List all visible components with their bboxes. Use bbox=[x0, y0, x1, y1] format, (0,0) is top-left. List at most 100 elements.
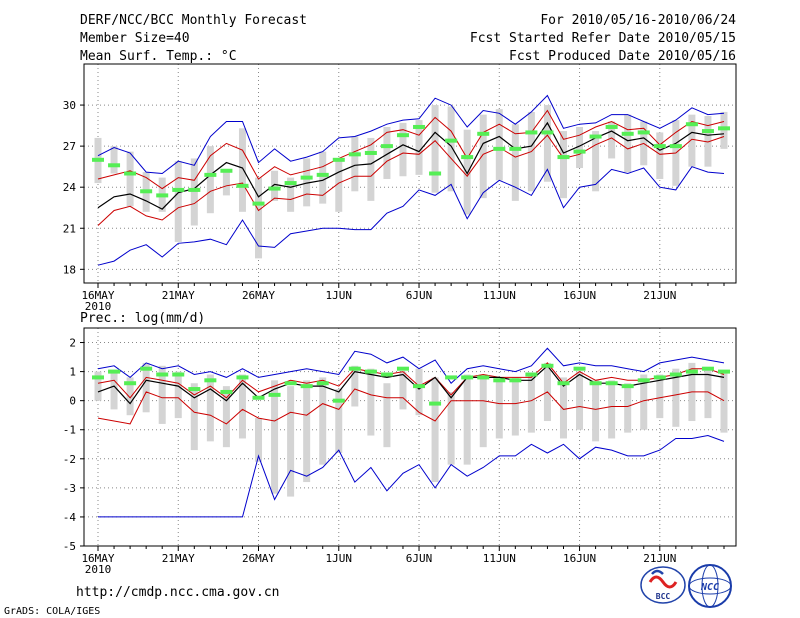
temp-spread-box bbox=[174, 161, 182, 242]
temp-spread-box bbox=[704, 116, 712, 167]
precip-spread-box bbox=[238, 374, 246, 439]
temp-x-tick-label: 6JUN bbox=[406, 289, 433, 302]
precip-marker bbox=[557, 381, 570, 386]
temp-spread-box bbox=[431, 105, 439, 193]
precip-marker bbox=[477, 375, 490, 380]
precip-line-max bbox=[97, 347, 725, 384]
temp-marker bbox=[445, 138, 458, 143]
precip-y-tick-label: 1 bbox=[69, 366, 76, 379]
temp-marker bbox=[92, 157, 104, 162]
temp-y-tick-label: 21 bbox=[63, 222, 76, 235]
precip-spread-box bbox=[672, 368, 680, 427]
precip-marker bbox=[493, 378, 506, 383]
temp-marker bbox=[637, 130, 650, 135]
precip-marker bbox=[461, 375, 474, 380]
temp-marker bbox=[509, 146, 522, 151]
temp-spread-box bbox=[511, 124, 519, 201]
produced-date: Fcst Produced Date 2010/05/16 bbox=[509, 49, 736, 64]
precip-x-year-label: 2010 bbox=[85, 563, 112, 576]
forecast-period: For 2010/05/16-2010/06/24 bbox=[540, 13, 736, 28]
precip-spread-box bbox=[190, 383, 198, 451]
source-url: http://cmdp.ncc.cma.gov.cn bbox=[76, 585, 280, 600]
precip-marker bbox=[220, 389, 233, 394]
precip-spread-box bbox=[511, 377, 519, 436]
temp-marker bbox=[300, 175, 313, 180]
precip-spread-box bbox=[319, 377, 327, 465]
temp-x-tick-label: 16MAY bbox=[81, 289, 114, 302]
precip-marker bbox=[429, 401, 442, 406]
precip-x-tick-label: 6JUN bbox=[406, 552, 433, 565]
temp-marker bbox=[525, 130, 538, 135]
temp-spread-box bbox=[447, 106, 455, 192]
temp-y-tick-label: 30 bbox=[63, 99, 76, 112]
bcc-logo-text: BCC bbox=[656, 592, 671, 601]
bcc-logo: BCC bbox=[640, 566, 686, 604]
precip-x-tick-label: 21JUN bbox=[643, 552, 676, 565]
temp-marker bbox=[332, 157, 345, 162]
precip-y-tick-label: 0 bbox=[69, 395, 76, 408]
precip-marker bbox=[140, 366, 153, 371]
temp-spread-box bbox=[608, 121, 616, 159]
precip-line-meanplussd bbox=[97, 362, 725, 399]
temp-marker bbox=[685, 122, 698, 127]
temp-marker bbox=[396, 133, 409, 138]
temp-x-tick-label: 1JUN bbox=[326, 289, 353, 302]
precip-marker bbox=[413, 384, 426, 389]
ncc-logo-text: NCC bbox=[700, 582, 719, 593]
temp-x-tick-label: 26MAY bbox=[242, 289, 275, 302]
precip-spread-box bbox=[351, 365, 359, 407]
temp-spread-box bbox=[495, 109, 503, 181]
temp-line-min bbox=[97, 166, 725, 266]
precip-x-tick-label: 21MAY bbox=[162, 552, 195, 565]
temp-marker bbox=[557, 155, 570, 160]
precip-marker bbox=[605, 381, 618, 386]
bcc-logo-swirl-blue bbox=[651, 569, 664, 575]
precip-marker bbox=[445, 375, 458, 380]
precip-marker bbox=[396, 366, 409, 371]
temp-spread-box bbox=[271, 170, 279, 201]
precip-spread-box bbox=[495, 377, 503, 439]
temp-spread-box bbox=[543, 105, 551, 182]
precip-marker bbox=[172, 372, 185, 377]
temp-marker bbox=[701, 129, 714, 134]
precip-spread-box bbox=[206, 374, 214, 442]
temp-spread-box bbox=[399, 122, 407, 177]
grads-credit: GrADS: COLA/IGES bbox=[4, 606, 100, 617]
precip-spread-box bbox=[576, 371, 584, 430]
temp-marker bbox=[108, 163, 121, 168]
temp-marker bbox=[364, 150, 377, 155]
precip-spread-box bbox=[415, 368, 423, 416]
bcc-logo-ring bbox=[640, 566, 686, 604]
precip-marker bbox=[685, 369, 698, 374]
precip-spread-box bbox=[174, 371, 182, 419]
temp-marker bbox=[316, 172, 329, 177]
temp-marker bbox=[477, 131, 490, 136]
refer-date: Fcst Started Refer Date 2010/05/15 bbox=[470, 31, 736, 46]
precip-marker bbox=[236, 375, 249, 380]
precip-spread-box bbox=[479, 374, 487, 448]
precip-spread-box bbox=[367, 368, 375, 436]
temp-marker bbox=[653, 144, 666, 149]
temp-line-meanminussd bbox=[97, 134, 725, 226]
precip-spread-box bbox=[640, 374, 648, 430]
precip-y-tick-label: -2 bbox=[63, 453, 76, 466]
temp-plot-frame bbox=[83, 63, 737, 284]
precip-line-meanminussd bbox=[97, 388, 725, 425]
temp-y-tick-label: 27 bbox=[63, 140, 76, 153]
precip-marker bbox=[669, 372, 682, 377]
precipitation-panel: -5 -4 -3 -2 -1 0 1 2 16MAY 21MAY 26MAY 1JUN 6JUN 11JU… bbox=[63, 327, 737, 576]
precip-y-tick-label: -5 bbox=[63, 540, 76, 553]
temp-marker bbox=[268, 186, 281, 191]
temp-marker bbox=[156, 193, 169, 198]
precip-x-tick-label: 16JUN bbox=[563, 552, 596, 565]
precip-spread-box bbox=[126, 377, 134, 416]
precip-spread-box bbox=[592, 380, 600, 442]
temp-marker bbox=[718, 126, 730, 131]
precip-spread-box bbox=[383, 383, 391, 448]
temp-spread-box bbox=[367, 137, 375, 201]
precip-spread-box bbox=[335, 389, 343, 453]
precip-spread-box bbox=[463, 374, 471, 465]
precip-spread-box bbox=[255, 418, 263, 462]
precip-spread-box bbox=[527, 374, 535, 433]
temp-marker bbox=[220, 168, 233, 173]
